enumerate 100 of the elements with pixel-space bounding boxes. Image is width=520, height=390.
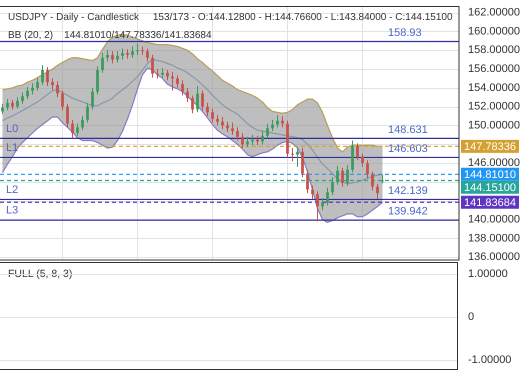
y-tick-label: 136.00000	[468, 251, 520, 264]
candlestick	[96, 66, 99, 95]
annotation: L3	[6, 204, 18, 217]
candlestick	[126, 48, 129, 60]
candlestick	[241, 132, 244, 149]
candlestick	[281, 116, 284, 128]
candlestick	[336, 165, 339, 186]
text: USDJPY - Daily - Candlestick 153/173 - O:144.12800 - H:144.76600 - L:143.84000 - C:144.15100	[8, 12, 453, 23]
candlestick	[1, 103, 4, 115]
y-tick-label: 152.00000	[468, 100, 520, 113]
candlestick	[81, 116, 84, 131]
candlestick	[56, 80, 59, 98]
candlestick	[341, 167, 344, 188]
candlestick	[236, 126, 239, 142]
y-tick-label: 140.00000	[468, 214, 520, 226]
ref-line-label: 144.15100	[464, 182, 516, 194]
candlestick	[321, 197, 324, 211]
annotation: L0	[6, 122, 18, 135]
candlestick	[246, 136, 249, 148]
y-tick-label: 154.00000	[468, 82, 520, 94]
candlestick	[226, 121, 229, 133]
candlestick	[261, 130, 264, 145]
candlestick	[221, 116, 224, 130]
ref-line-label: 148.631	[388, 124, 428, 136]
candlestick	[251, 134, 254, 146]
candlestick	[61, 90, 64, 111]
candlestick	[376, 183, 379, 200]
candlestick	[66, 103, 69, 128]
candlestick	[71, 119, 74, 138]
y-tick-label: 162.00000	[468, 6, 520, 19]
candlestick	[91, 87, 94, 110]
candlestick	[271, 119, 274, 132]
candlestick	[351, 140, 354, 174]
ref-line-label: 139.942	[388, 206, 428, 218]
candlestick	[36, 78, 39, 92]
candlestick	[266, 123, 269, 140]
y-tick-label: 156.00000	[468, 63, 520, 76]
candlestick	[291, 148, 294, 162]
candlestick	[276, 114, 279, 128]
candlestick	[111, 50, 114, 64]
candlestick	[206, 102, 209, 117]
candlestick	[121, 48, 124, 60]
y-tick-label: 150.00000	[468, 120, 520, 132]
candlestick	[201, 90, 204, 111]
candlestick	[216, 114, 219, 126]
ref-line-label: 144.81010	[464, 168, 516, 181]
candlestick	[106, 50, 109, 62]
ref-line-label: 142.139	[388, 184, 428, 197]
text: 1.00000	[468, 268, 508, 280]
text: -1.00000	[468, 354, 512, 366]
ref-line-label: 141.83684	[464, 196, 516, 209]
candlestick	[326, 187, 329, 206]
candlestick	[361, 153, 364, 168]
candlestick	[196, 85, 199, 113]
candlestick	[21, 92, 24, 104]
candlestick	[346, 164, 349, 186]
candlestick	[131, 46, 134, 58]
y-tick-label: 138.00000	[468, 232, 520, 244]
candlestick	[191, 94, 194, 114]
candlestick	[366, 160, 369, 179]
candlestick	[296, 148, 299, 168]
candlestick	[186, 87, 189, 102]
candlestick	[101, 52, 104, 74]
candlestick	[116, 50, 119, 63]
candlestick	[51, 78, 54, 90]
candlestick	[136, 43, 139, 56]
candlestick	[306, 169, 309, 194]
candlestick	[381, 174, 384, 184]
candlestick	[31, 82, 34, 95]
candlestick	[316, 190, 319, 222]
ref-line-label: 158.93	[388, 26, 422, 39]
y-tick-label: 160.00000	[468, 25, 520, 38]
candlestick	[146, 48, 149, 62]
candlestick	[171, 71, 174, 92]
candlestick	[181, 80, 184, 96]
candlestick	[156, 68, 159, 79]
candlestick	[16, 96, 19, 110]
ref-line-label: 147.78336	[464, 140, 516, 153]
candlestick	[231, 122, 234, 136]
candlestick	[46, 66, 49, 86]
candlestick	[151, 54, 154, 78]
candlestick	[41, 64, 44, 86]
candlestick	[311, 185, 314, 200]
candlestick	[166, 69, 169, 81]
candlestick	[356, 142, 359, 161]
y-tick-label: 146.00000	[468, 157, 520, 170]
ref-line-label: 146.603	[388, 142, 428, 155]
candlestick	[301, 148, 304, 178]
candlestick	[76, 123, 79, 136]
text: 0	[468, 311, 474, 323]
candlestick	[331, 176, 334, 196]
candlestick	[176, 75, 179, 88]
candlestick	[371, 171, 374, 191]
candlestick	[11, 100, 14, 110]
candlestick	[6, 98, 9, 111]
candlestick	[86, 102, 89, 124]
annotation: L2	[6, 184, 18, 196]
candlestick	[256, 135, 259, 146]
y-tick-label: 158.00000	[468, 44, 520, 56]
candlestick	[26, 86, 29, 100]
